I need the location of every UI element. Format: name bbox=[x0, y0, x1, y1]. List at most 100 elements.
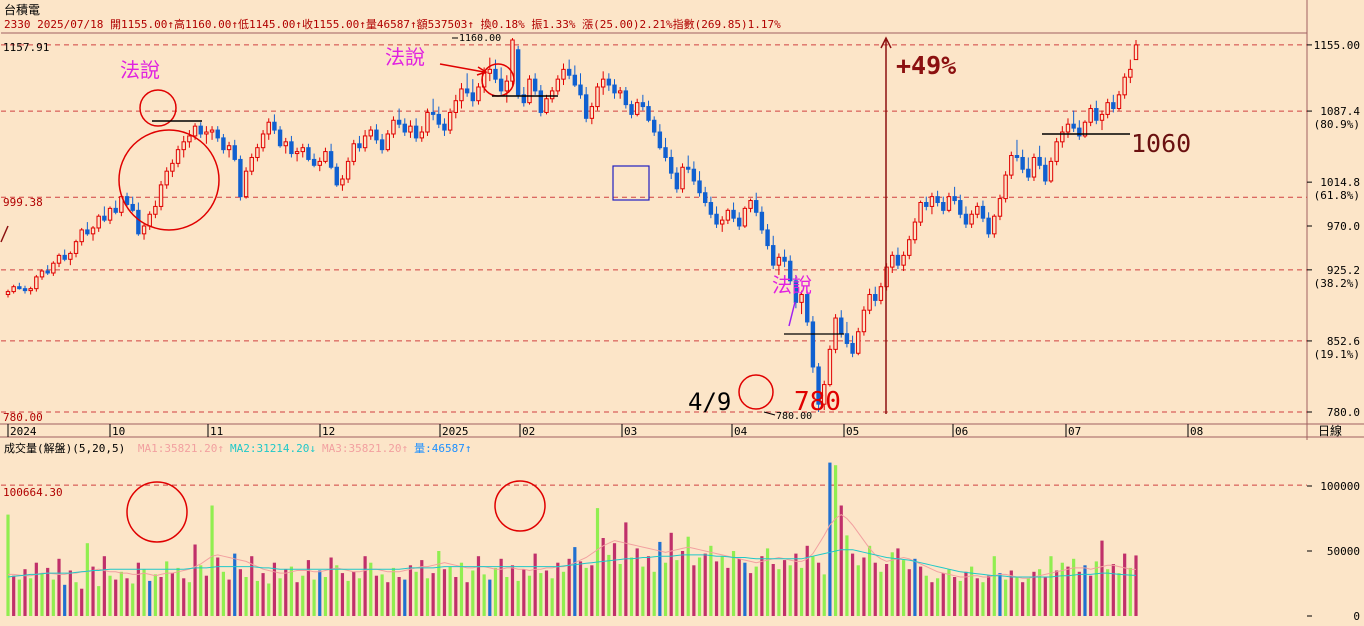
price-chart[interactable]: 1155.00 1087.4(80.9%) 1014.8(61.8%) 970.0 92… bbox=[0, 0, 1364, 440]
volume-bar bbox=[573, 547, 577, 616]
candle-body bbox=[1065, 123, 1071, 133]
candle-body bbox=[561, 68, 566, 80]
volume-bar bbox=[975, 578, 979, 616]
candle-body bbox=[1088, 108, 1093, 123]
volume-bar bbox=[63, 584, 67, 616]
candle bbox=[238, 155, 243, 201]
candle bbox=[646, 100, 651, 123]
candle-body bbox=[1048, 160, 1054, 182]
candle bbox=[572, 65, 578, 87]
candle-body bbox=[714, 213, 719, 225]
candle-body bbox=[924, 202, 929, 207]
left-price-label: 999.38 bbox=[3, 196, 43, 209]
date-tick-label: 05 bbox=[846, 425, 859, 438]
candle bbox=[861, 306, 867, 336]
candle bbox=[878, 282, 884, 305]
volume-bar bbox=[40, 573, 44, 616]
price-tick-label: 1155.00 bbox=[1314, 39, 1360, 52]
volume-bar bbox=[618, 564, 622, 616]
candle-body bbox=[255, 147, 260, 158]
date-tick-label: 06 bbox=[955, 425, 968, 438]
candle-body bbox=[464, 88, 470, 94]
candle bbox=[822, 380, 827, 411]
candle-body bbox=[986, 217, 991, 235]
volume-bar bbox=[80, 588, 84, 616]
volume-bar bbox=[953, 577, 957, 616]
candle bbox=[391, 116, 396, 138]
volume-chart[interactable]: 100664.30 100000 50000 0 bbox=[0, 440, 1364, 626]
candle-body bbox=[759, 211, 765, 231]
candle-body bbox=[600, 78, 606, 88]
volume-bar bbox=[391, 567, 396, 616]
volume-legend-item: MA3:35821.20↑ bbox=[322, 442, 409, 455]
candle-body bbox=[668, 156, 674, 174]
volume-bar bbox=[561, 571, 566, 616]
candle bbox=[334, 163, 339, 187]
candle-body bbox=[385, 133, 390, 151]
volume-bar bbox=[635, 548, 639, 616]
candle-body bbox=[170, 162, 175, 172]
candle bbox=[68, 251, 73, 266]
close-price: 收1155.00↑ bbox=[301, 18, 366, 31]
candle-body bbox=[640, 102, 646, 108]
volume-bar bbox=[754, 566, 758, 616]
volume-bar bbox=[1077, 571, 1081, 616]
candle bbox=[890, 251, 895, 273]
candle bbox=[816, 363, 821, 412]
candle-body bbox=[595, 86, 600, 108]
candle bbox=[362, 130, 368, 152]
candle-body bbox=[1077, 127, 1082, 137]
volume-highlight-circle-1 bbox=[126, 481, 188, 543]
volume-bar bbox=[777, 569, 781, 616]
quote-info-bar: 2330 2025/07/18 開1155.00↑高1160.00↑低1145.… bbox=[4, 16, 781, 32]
candle-body bbox=[612, 84, 617, 94]
candle-body bbox=[997, 198, 1003, 217]
volume-bar bbox=[919, 566, 923, 616]
price-tick-label: 852.6 bbox=[1327, 335, 1360, 348]
candle-body bbox=[1020, 156, 1025, 170]
volume-bar bbox=[692, 565, 696, 616]
candle-body bbox=[1026, 168, 1031, 178]
candle bbox=[1014, 139, 1020, 162]
volume-bar bbox=[567, 558, 571, 616]
candle bbox=[294, 147, 300, 162]
candle bbox=[283, 137, 288, 154]
candle-body bbox=[844, 333, 850, 344]
candle bbox=[113, 200, 118, 215]
candle-body bbox=[408, 125, 413, 133]
volume-bar bbox=[760, 556, 764, 616]
candle-body bbox=[56, 254, 62, 264]
candle-body bbox=[907, 239, 912, 256]
candle-body bbox=[1014, 155, 1020, 158]
price-tick-percent: (61.8%) bbox=[1314, 189, 1360, 202]
candle bbox=[1077, 120, 1082, 140]
candle bbox=[311, 153, 317, 168]
volume-bar bbox=[539, 573, 543, 616]
candle-body bbox=[623, 90, 629, 106]
volume-tick-label: 50000 bbox=[1327, 545, 1360, 558]
candle-body bbox=[799, 294, 804, 303]
volume-bar bbox=[471, 570, 475, 616]
volume-bar bbox=[17, 579, 21, 616]
date-tick-label: 10 bbox=[112, 425, 125, 438]
period-label[interactable]: 日線 bbox=[1318, 423, 1342, 438]
candle-body bbox=[17, 286, 22, 290]
candle bbox=[731, 202, 736, 223]
candle-body bbox=[436, 113, 441, 125]
date-tick-label: 04 bbox=[734, 425, 748, 438]
volume-bar bbox=[590, 565, 594, 616]
candle bbox=[243, 167, 249, 199]
candle-body bbox=[703, 192, 708, 204]
candle-body bbox=[362, 135, 368, 149]
volume-bar bbox=[550, 578, 554, 616]
volume-bar bbox=[703, 553, 707, 616]
candle-body bbox=[357, 143, 362, 149]
candle-body bbox=[657, 131, 663, 149]
candle-body bbox=[113, 207, 118, 213]
candle bbox=[447, 108, 453, 134]
volume-bar bbox=[731, 551, 736, 616]
seminar-label-1: 法說 bbox=[120, 58, 160, 82]
volume-legend-item: MA2:31214.20↓ bbox=[229, 442, 317, 455]
volume-bar bbox=[204, 575, 208, 616]
volume-bar bbox=[340, 573, 345, 616]
